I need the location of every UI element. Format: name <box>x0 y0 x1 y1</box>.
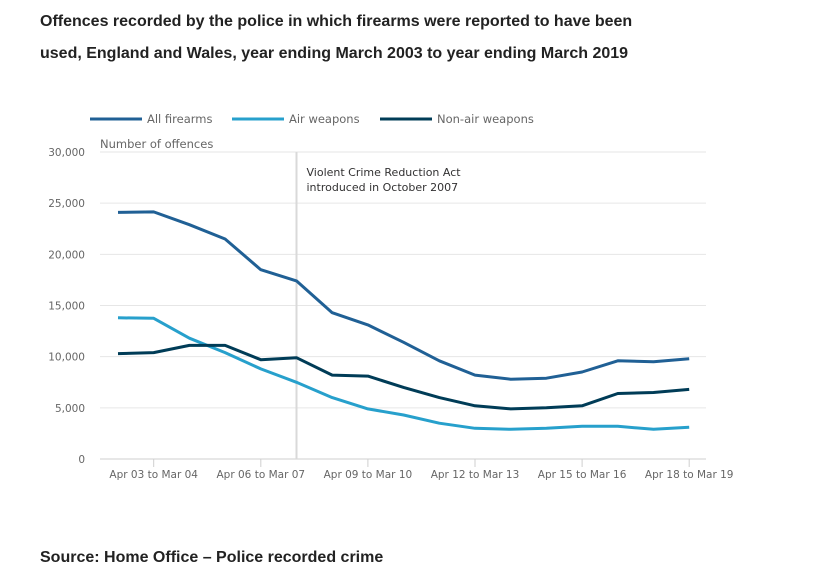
x-tick-label: Apr 18 to Mar 19 <box>645 469 734 481</box>
x-tick-label: Apr 03 to Mar 04 <box>109 469 198 481</box>
x-tick-label: Apr 12 to Mar 13 <box>431 469 520 481</box>
y-tick-label: 5,000 <box>55 403 85 415</box>
series-line-all-firearms <box>117 210 690 381</box>
y-tick-label: 10,000 <box>48 352 85 364</box>
legend-label[interactable]: Non-air weapons <box>437 112 534 126</box>
x-tick-label: Apr 15 to Mar 16 <box>538 469 627 481</box>
y-tick-label: 25,000 <box>48 198 85 210</box>
legend-label[interactable]: Air weapons <box>289 112 360 126</box>
y-tick-label: 0 <box>78 454 85 466</box>
legend-label[interactable]: All firearms <box>147 112 212 126</box>
annotation-text: introduced in October 2007 <box>307 181 459 194</box>
y-axis-label: Number of offences <box>100 137 213 151</box>
annotation-text: Violent Crime Reduction Act <box>307 166 462 179</box>
x-tick-label: Apr 06 to Mar 07 <box>217 469 306 481</box>
series-line-air-weapons <box>117 316 690 431</box>
y-tick-label: 20,000 <box>48 249 85 261</box>
series-line-non-air-weapons <box>117 343 690 411</box>
chart-title: Offences recorded by the police in which… <box>40 13 633 62</box>
source-note: Source: Home Office – Police recorded cr… <box>40 549 384 566</box>
y-tick-label: 30,000 <box>48 147 85 159</box>
y-tick-label: 15,000 <box>48 301 85 313</box>
x-tick-label: Apr 09 to Mar 10 <box>324 469 413 481</box>
